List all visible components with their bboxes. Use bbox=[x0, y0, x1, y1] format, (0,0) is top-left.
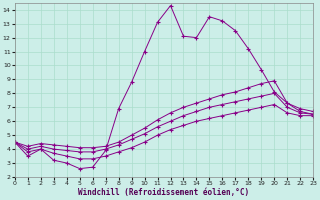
X-axis label: Windchill (Refroidissement éolien,°C): Windchill (Refroidissement éolien,°C) bbox=[78, 188, 250, 197]
